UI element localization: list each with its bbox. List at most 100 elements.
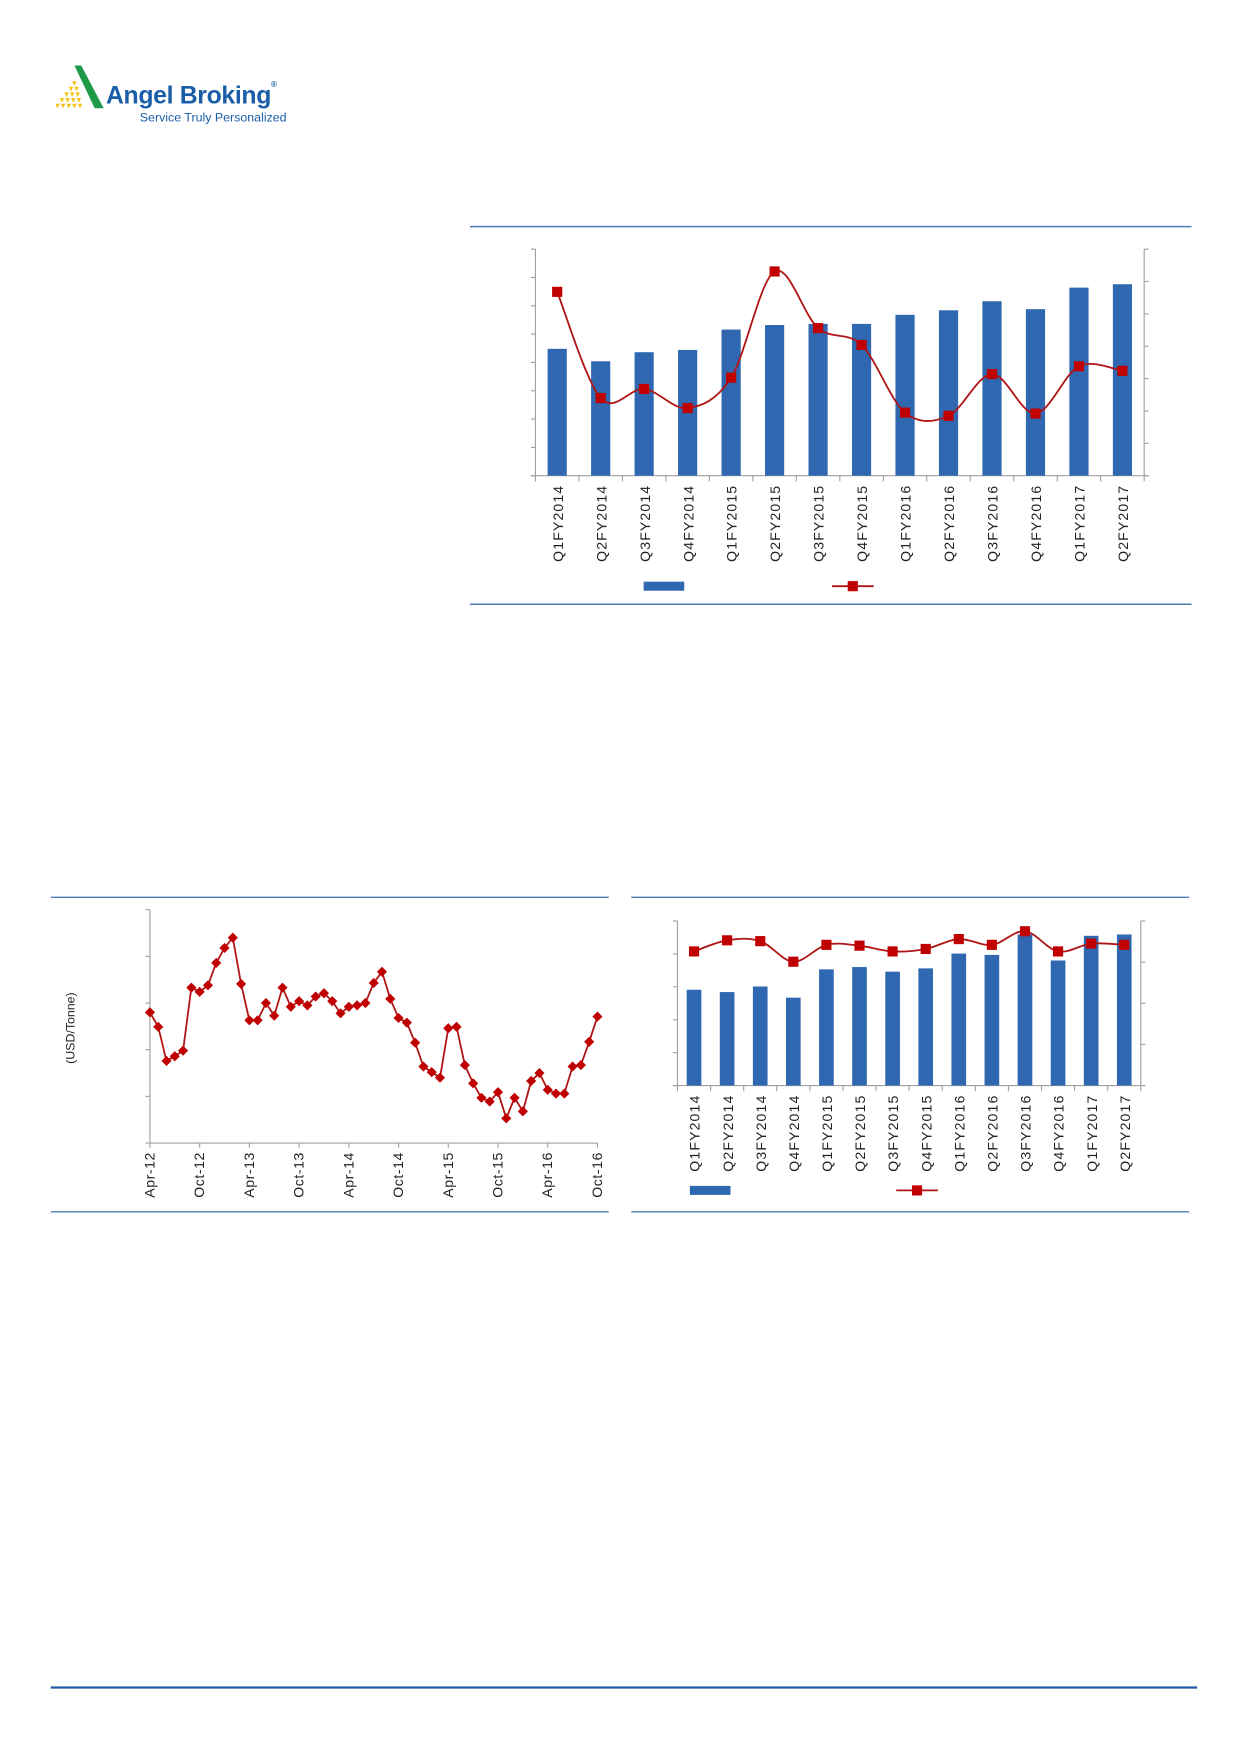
bar-Q2FY2015 <box>765 325 785 476</box>
bar-Q4FY2015 <box>918 968 934 1086</box>
bar-Q3FY2015 <box>808 323 828 476</box>
price-marker <box>451 1021 462 1032</box>
price-marker <box>584 1036 595 1047</box>
price-marker <box>426 1067 437 1078</box>
price-marker <box>410 1037 421 1048</box>
price-marker <box>202 980 214 991</box>
price-marker <box>385 993 396 1004</box>
price-marker <box>393 1012 404 1024</box>
bar-Q2FY2014 <box>719 992 735 1086</box>
x-tick-label: Oct-12 <box>191 1152 207 1198</box>
line-marker-Q2FY2015 <box>769 266 780 277</box>
line-marker-Q4FY2015 <box>856 339 867 351</box>
x-tick-label: Oct-16 <box>589 1152 605 1198</box>
x-tick-label: Q4FY2015 <box>854 485 870 562</box>
price-marker <box>352 1000 363 1011</box>
price-marker <box>376 966 388 977</box>
x-tick-label: Q1FY2015 <box>819 1095 835 1172</box>
line-marker-Q1FY2014 <box>688 946 700 957</box>
price-marker <box>227 932 238 943</box>
logo-mark-icon <box>55 65 104 109</box>
price-marker <box>550 1088 562 1099</box>
line-marker-Q3FY2014 <box>639 383 650 395</box>
bar-Q3FY2016 <box>1017 934 1033 1086</box>
x-tick-label: Q4FY2015 <box>918 1095 934 1172</box>
line-marker-Q4FY2014 <box>788 956 799 967</box>
price-marker <box>592 1011 603 1022</box>
x-tick-label: Q1FY2016 <box>898 485 914 562</box>
x-tick-label: Q2FY2015 <box>852 1095 868 1172</box>
bar-Q2FY2016 <box>984 954 1000 1086</box>
y-axis-label: (USD/Tonne) <box>63 992 77 1064</box>
bar-Q2FY2014 <box>591 361 611 476</box>
x-tick-label: Apr-14 <box>340 1152 356 1198</box>
price-marker <box>509 1092 520 1103</box>
x-tick-label: Q1FY2014 <box>687 1095 703 1172</box>
x-tick-label: Q4FY2014 <box>786 1095 802 1172</box>
price-marker <box>302 1000 313 1011</box>
line-marker-Q3FY2016 <box>1019 926 1031 937</box>
line-marker-Q1FY2017 <box>1086 938 1097 949</box>
price-marker <box>169 1051 180 1062</box>
x-tick-label: Q4FY2016 <box>1028 485 1044 562</box>
x-tick-label: Oct-14 <box>390 1152 406 1198</box>
price-marker <box>178 1045 189 1056</box>
x-tick-label: Q3FY2016 <box>1018 1095 1034 1172</box>
line-marker-Q2FY2016 <box>943 410 954 421</box>
x-tick-label: Q4FY2016 <box>1051 1095 1067 1172</box>
line-marker-Q4FY2014 <box>682 402 693 414</box>
price-marker <box>244 1015 255 1026</box>
x-tick-label: Oct-15 <box>490 1152 506 1198</box>
x-tick-label: Q2FY2014 <box>720 1095 736 1172</box>
price-marker <box>260 997 272 1009</box>
price-marker <box>526 1075 537 1087</box>
price-marker <box>459 1060 470 1071</box>
legend-bar-swatch <box>643 581 685 591</box>
price-marker <box>236 978 247 989</box>
line-marker-Q1FY2015 <box>726 372 737 383</box>
line-marker-Q1FY2016 <box>899 407 911 418</box>
bar-Q1FY2015 <box>819 969 834 1086</box>
line-marker-Q4FY2016 <box>1030 408 1041 419</box>
line-marker-Q1FY2017 <box>1073 361 1085 372</box>
logo-tagline: Service Truly Personalized <box>139 111 287 126</box>
price-marker <box>567 1061 578 1072</box>
line-marker-Q1FY2015 <box>821 939 832 950</box>
line-marker-Q1FY2016 <box>953 934 964 945</box>
x-tick-label: Oct-13 <box>291 1152 307 1198</box>
x-tick-label: Q3FY2016 <box>985 485 1001 562</box>
price-marker <box>542 1084 553 1095</box>
legend-line-marker <box>847 581 858 592</box>
bar-Q1FY2014 <box>547 348 567 476</box>
x-tick-label: Q1FY2017 <box>1084 1095 1100 1172</box>
x-tick-label: Q4FY2014 <box>680 485 696 562</box>
price-marker <box>161 1055 172 1066</box>
price-marker <box>269 1010 280 1021</box>
bar-Q2FY2016 <box>938 310 959 476</box>
price-marker <box>144 1007 155 1018</box>
bar-line-chart-3: Q1FY2014 Q2FY2014 Q3FY2014 Q4FY2014 Q1FY2015… <box>672 920 1146 1196</box>
bar-Q4FY2015 <box>851 323 872 476</box>
bar-Q2FY2015 <box>852 967 867 1086</box>
price-line-chart: Apr-12 Oct-12 Apr-13 Oct-13 Apr-14 Oct-14 Apr-… <box>63 909 605 1198</box>
price-marker <box>219 942 230 954</box>
price-marker <box>252 1015 263 1026</box>
price-marker <box>418 1061 429 1072</box>
price-marker <box>285 1001 296 1012</box>
price-marker <box>434 1072 446 1083</box>
x-tick-label: Q3FY2014 <box>753 1095 769 1172</box>
line-marker-Q2FY2015 <box>854 940 865 951</box>
x-tick-label: Q1FY2014 <box>550 485 566 562</box>
bar-line-chart-1: Q1FY2014 Q2FY2014 Q3FY2014 Q4FY2014 Q1FY2015… <box>530 248 1149 592</box>
legend-bar-swatch <box>689 1185 731 1195</box>
bar-Q2FY2017 <box>1116 934 1132 1086</box>
x-tick-label: Q2FY2016 <box>941 485 957 562</box>
x-tick-label: Apr-15 <box>440 1152 456 1198</box>
x-tick-label: Q1FY2016 <box>951 1095 967 1172</box>
price-marker <box>194 986 205 997</box>
price-marker <box>211 957 222 968</box>
price-marker <box>401 1017 412 1028</box>
line-marker-Q2FY2017 <box>1117 365 1128 376</box>
